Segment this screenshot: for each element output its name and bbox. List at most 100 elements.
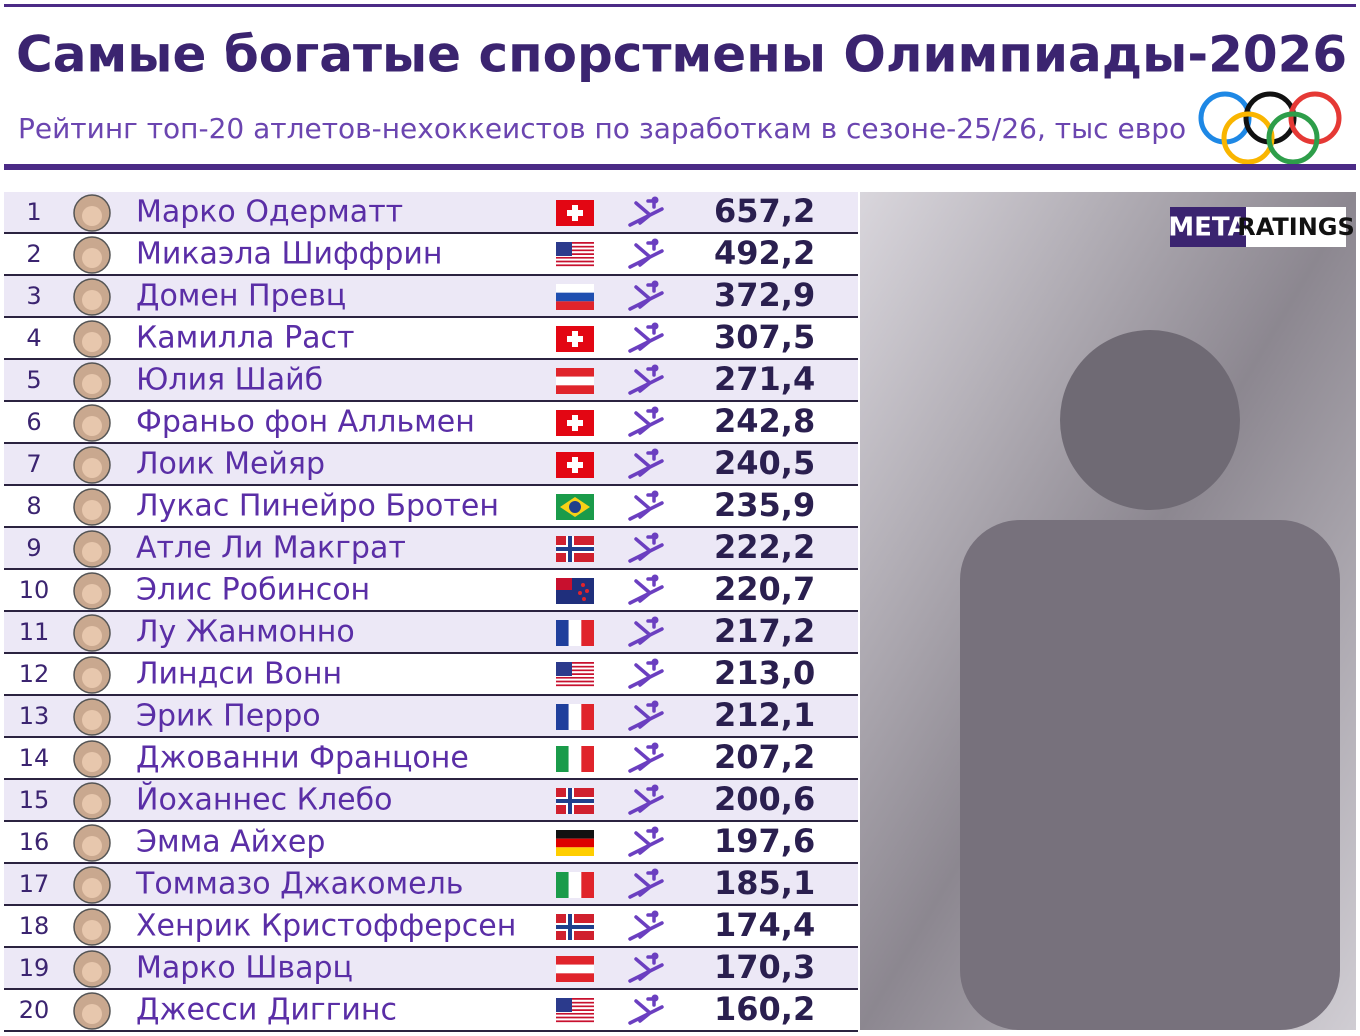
earnings: 160,2 (714, 990, 815, 1028)
row-bg (4, 192, 858, 234)
flag-part (556, 667, 594, 670)
rank: 7 (26, 450, 41, 478)
flag (556, 704, 594, 730)
rank: 1 (26, 198, 41, 226)
row-rule (4, 568, 858, 570)
table: 1 Марко Одерматт 657,2 2 Микаэла Шиффрин 492,… (4, 192, 858, 1032)
flag (556, 452, 594, 478)
row-bg (4, 234, 858, 276)
athlete-name: Домен Превц (136, 279, 346, 314)
row-rule (4, 610, 858, 612)
flag-part (556, 258, 594, 261)
flag-part (567, 462, 583, 468)
row-rule (4, 274, 858, 276)
athlete-name: Линдси Вонн (136, 657, 342, 692)
rank: 12 (19, 660, 50, 688)
rank: 15 (19, 786, 50, 814)
flag (556, 200, 594, 226)
avatar-face (82, 668, 102, 688)
avatar-face (82, 416, 102, 436)
row-rule (4, 652, 858, 654)
rank: 6 (26, 408, 41, 436)
athlete-name: Атле Ли Макграт (136, 531, 406, 566)
top-rule (4, 4, 1356, 7)
row-bg (4, 612, 858, 654)
flag-part (556, 998, 572, 1012)
flag-part (556, 292, 594, 302)
athlete-name: Джованни Францоне (136, 741, 469, 776)
row-bg (4, 360, 858, 402)
flag-part (556, 264, 594, 267)
sport-icon (651, 238, 659, 246)
flag (556, 830, 594, 856)
sport-icon (651, 700, 659, 708)
flag (556, 956, 594, 982)
avatar-face (82, 332, 102, 352)
avatar-face (82, 710, 102, 730)
row-rule (4, 400, 858, 402)
flag-part (556, 682, 594, 685)
earnings: 307,5 (714, 318, 815, 356)
rank: 18 (19, 912, 50, 940)
flag-part (556, 247, 594, 250)
sport-icon (651, 574, 659, 582)
athlete-name: Марко Одерматт (136, 195, 403, 230)
flag-part (556, 925, 594, 929)
flag-part (556, 1001, 594, 1004)
sport-icon (651, 532, 659, 540)
earnings: 220,7 (714, 570, 815, 608)
flag-part (581, 872, 594, 898)
athlete-name: Юлия Шайб (136, 363, 323, 398)
flag-part (556, 999, 594, 1002)
avatar-face (82, 920, 102, 940)
row-rule (4, 988, 858, 990)
photo-figure (960, 520, 1340, 1030)
row-rule (4, 232, 858, 234)
flag-part (556, 830, 594, 839)
flag-part (556, 1007, 594, 1010)
row-bg (4, 738, 858, 780)
flag-part (556, 620, 569, 646)
row-rule (4, 736, 858, 738)
earnings: 207,2 (714, 738, 815, 776)
avatar-face (82, 1004, 102, 1024)
avatar-face (82, 458, 102, 478)
avatar-face (82, 248, 102, 268)
row-rule (4, 358, 858, 360)
flag (556, 788, 594, 814)
sport-icon (651, 826, 659, 834)
flag-part (556, 662, 572, 676)
rank: 2 (26, 240, 41, 268)
olympic-rings (1198, 91, 1342, 165)
athlete-name: Микаэла Шиффрин (136, 237, 442, 272)
flag-part (568, 704, 582, 730)
flag (556, 914, 594, 940)
earnings: 217,2 (714, 612, 815, 650)
sport-icon (651, 448, 659, 456)
flag-part (556, 838, 594, 848)
avatar-face (82, 290, 102, 310)
earnings: 200,6 (714, 780, 815, 818)
athlete-name: Лоик Мейяр (136, 447, 325, 482)
athlete-name: Камилла Раст (136, 321, 355, 356)
flag-part (556, 1014, 594, 1017)
flag (556, 662, 594, 687)
flag-part (567, 210, 583, 216)
flag-part (556, 799, 594, 803)
flag-part (556, 1016, 594, 1019)
row-bg (4, 780, 858, 822)
flag-part (556, 665, 594, 668)
flag-part (556, 262, 594, 265)
earnings: 222,2 (714, 528, 815, 566)
flag-part (556, 973, 594, 982)
earnings: 240,5 (714, 444, 815, 482)
row-rule (4, 442, 858, 444)
sport-icon (651, 742, 659, 750)
flag-part (581, 583, 585, 587)
flag (556, 620, 594, 646)
earnings: 174,4 (714, 906, 815, 944)
flag-part (556, 245, 594, 248)
flag-part (556, 662, 594, 664)
athlete-name: Лукас Пинейро Бротен (136, 489, 499, 524)
